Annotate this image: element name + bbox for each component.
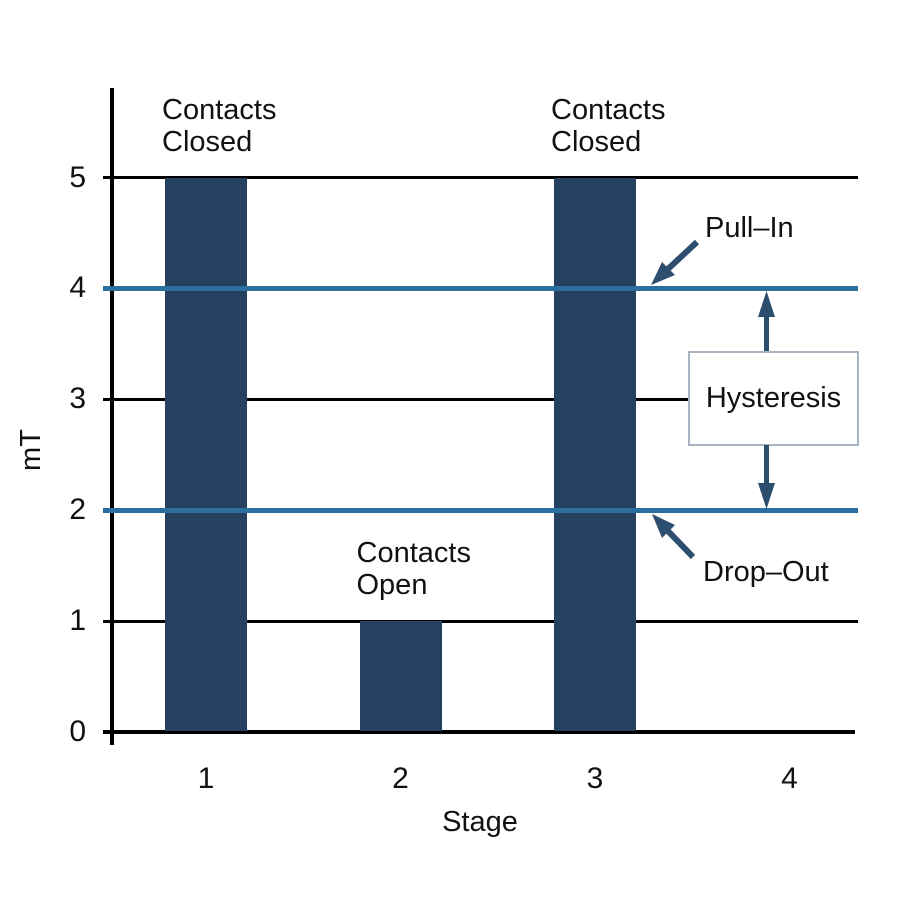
y-axis-title: mT xyxy=(15,429,47,471)
bar-stage-1 xyxy=(165,177,247,731)
y-axis-line xyxy=(110,88,114,745)
gridline-y5 xyxy=(103,176,858,179)
bar-stage-3 xyxy=(554,177,636,731)
x-axis-line xyxy=(103,730,855,734)
y-tick-label-0: 0 xyxy=(69,715,86,748)
y-tick-label-4: 4 xyxy=(69,271,86,305)
x-tick-label-4: 4 xyxy=(781,762,798,795)
drop-out-line xyxy=(103,507,858,513)
bar-stage-2 xyxy=(359,621,442,731)
x-axis-title: Stage xyxy=(442,806,518,838)
x-tick-label-1: 1 xyxy=(197,762,215,795)
hysteresis-up-arrow xyxy=(758,291,775,351)
pull-in-line xyxy=(103,285,858,291)
x-tick-label-2: 2 xyxy=(392,762,409,795)
pull-in-arrow xyxy=(651,239,700,285)
bar-label-stage-2: Contacts Open xyxy=(356,537,471,602)
y-tick-label-2: 2 xyxy=(69,493,86,527)
hysteresis-box: Hysteresis xyxy=(688,351,859,446)
bar-label-stage-1: Contacts Closed xyxy=(162,93,277,158)
y-tick-label-3: 3 xyxy=(69,382,86,416)
gridline-y1 xyxy=(103,619,858,623)
hysteresis-down-arrow xyxy=(758,445,775,509)
pull-in-label: Pull–In xyxy=(705,212,794,244)
y-tick-label-1: 1 xyxy=(69,604,86,638)
drop-out-arrow xyxy=(652,514,696,560)
hysteresis-label: Hysteresis xyxy=(705,382,842,414)
bar-label-stage-3: Contacts Closed xyxy=(551,93,666,158)
y-tick-label-5: 5 xyxy=(69,160,86,194)
x-tick-label-3: 3 xyxy=(586,762,604,795)
gridline-y3 xyxy=(103,397,858,401)
drop-out-label: Drop–Out xyxy=(703,556,829,588)
